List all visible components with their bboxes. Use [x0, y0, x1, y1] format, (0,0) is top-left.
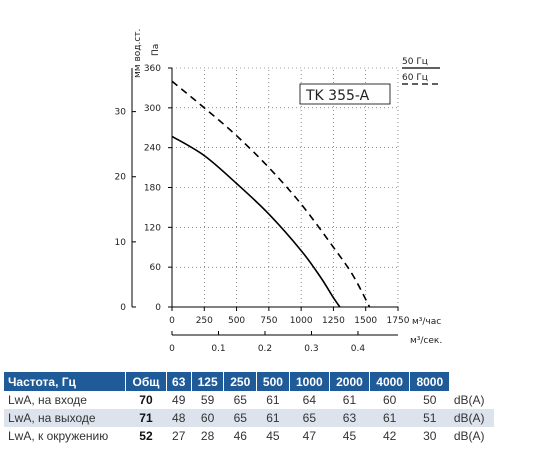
tick-label-x-m3s: 0.3 — [304, 344, 318, 354]
tick-label-y-mm: 0 — [120, 303, 126, 313]
tick-label-y-pa: 120 — [144, 223, 161, 233]
cell: 51 — [409, 409, 450, 427]
row-label: LwA, на выходе — [4, 409, 126, 427]
tick-label-y-pa: 300 — [144, 104, 161, 114]
cell: 46 — [233, 429, 247, 443]
tick-label-x-m3h: 0 — [169, 316, 175, 326]
cell: 47 — [302, 429, 316, 443]
cell: 60 — [191, 409, 224, 427]
tick-label-x-m3s: 0.4 — [351, 344, 366, 354]
tick-label-x-m3h: 1500 — [354, 316, 377, 326]
header-total: Общ — [125, 372, 167, 391]
legend-label-50hz: 50 Гц — [402, 57, 428, 67]
series — [171, 80, 371, 308]
row-unit: dB(A) — [449, 409, 494, 427]
header-500: 500 — [256, 372, 290, 391]
tick-label-y-pa: 180 — [144, 184, 161, 194]
cell: 59 — [200, 393, 215, 407]
header-unit-spacer — [449, 372, 494, 391]
header-2000: 2000 — [329, 372, 371, 391]
cell: 45 — [342, 429, 357, 443]
cell: 50 — [423, 393, 437, 407]
cell: 61 — [342, 393, 357, 407]
row-label: LwA, к окружению — [8, 429, 109, 443]
table-row: LwA, к окружению 52 27 28 46 45 47 45 42… — [4, 427, 494, 445]
cell: 65 — [233, 393, 247, 407]
tick-label-y-pa: 0 — [155, 303, 161, 313]
tick-label-x-m3h: 750 — [260, 316, 277, 326]
header-8000: 8000 — [409, 372, 451, 391]
cell: 61 — [266, 393, 280, 407]
tick-label-x-m3h: 500 — [228, 316, 245, 326]
tick-label-x-m3h: 1750 — [387, 316, 410, 326]
row-total: 71 — [125, 409, 167, 427]
sound-power-table: Частота, Гц Общ 63 125 250 500 1000 2000… — [4, 372, 494, 445]
tick-label-x-m3s: 0.1 — [211, 344, 225, 354]
tick-label-x-m3s: 0.2 — [258, 344, 272, 354]
tick-label-y-mm: 10 — [115, 238, 127, 248]
cell: 65 — [223, 409, 257, 427]
cell: 63 — [329, 409, 370, 427]
row-total: 70 — [139, 393, 153, 407]
cell: 61 — [256, 409, 290, 427]
header-63: 63 — [166, 372, 192, 391]
table-row: LwA, на выходе 71 48 60 65 61 65 63 61 5… — [4, 409, 494, 427]
table-header-row: Частота, Гц Общ 63 125 250 500 1000 2000… — [4, 372, 494, 391]
cell: 48 — [166, 409, 192, 427]
cell: 60 — [382, 393, 397, 407]
table-row: LwA, на входе 70 49 59 65 61 64 61 60 50… — [4, 391, 494, 409]
x-axis-label-m3h: м³/час — [412, 317, 441, 327]
row-total: 52 — [139, 429, 153, 443]
chart-title: TK 355-A — [305, 88, 370, 104]
cell: 61 — [369, 409, 410, 427]
header-4000: 4000 — [369, 372, 411, 391]
cell: 27 — [172, 429, 186, 443]
cell: 64 — [302, 393, 316, 407]
row-unit: dB(A) — [453, 393, 485, 407]
row-label: LwA, на входе — [8, 393, 87, 407]
tick-label-x-m3s: 0 — [169, 344, 175, 354]
cell: 45 — [266, 429, 280, 443]
legend-label-60hz: 60 Гц — [402, 73, 428, 83]
tick-label-x-m3h: 250 — [196, 316, 213, 326]
cell: 28 — [200, 429, 215, 443]
series-line-60hz — [171, 80, 371, 308]
header-250: 250 — [223, 372, 258, 391]
cell: 42 — [382, 429, 397, 443]
x-axis-label-m3s: м³/сек. — [410, 336, 442, 346]
cell: 65 — [289, 409, 330, 427]
series-line-50hz — [171, 135, 341, 308]
header-125: 125 — [191, 372, 225, 391]
y-axis-label-pa: Па — [151, 44, 161, 56]
grid — [172, 67, 399, 307]
row-unit: dB(A) — [453, 429, 485, 443]
y-axis-label-mm: мм вод.ст. — [133, 29, 143, 78]
cell: 30 — [423, 429, 437, 443]
tick-label-x-m3h: 1000 — [290, 316, 313, 326]
tick-label-y-mm: 20 — [115, 173, 127, 183]
tick-label-y-pa: 360 — [144, 64, 161, 74]
tick-label-y-pa: 240 — [144, 144, 161, 154]
tick-label-y-pa: 60 — [150, 263, 162, 273]
legend: 50 Гц 60 Гц — [402, 57, 440, 85]
model-title-box — [299, 83, 391, 105]
cell: 49 — [172, 393, 186, 407]
tick-label-y-mm: 30 — [115, 108, 127, 118]
header-frequency: Частота, Гц — [4, 372, 127, 391]
tick-label-x-m3h: 1250 — [322, 316, 345, 326]
header-1000: 1000 — [289, 372, 330, 391]
